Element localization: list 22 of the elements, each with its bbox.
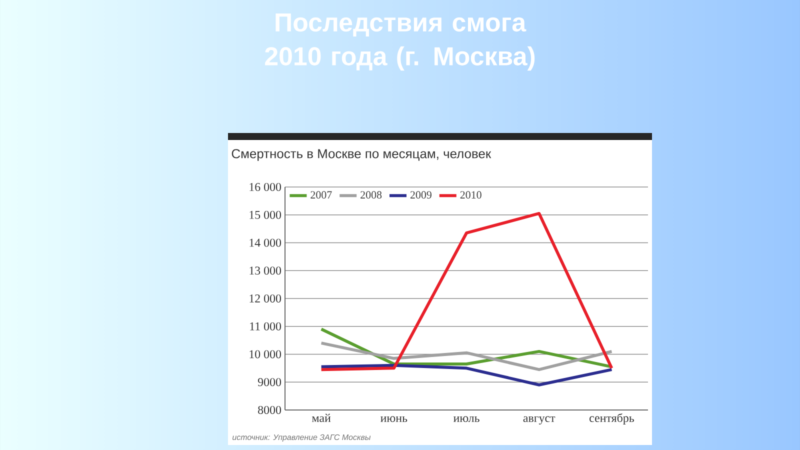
- legend-label: 2010: [460, 191, 482, 199]
- y-tick-label: 9000: [258, 378, 282, 386]
- line-series: [320, 342, 614, 372]
- y-tick-label: 16 000: [250, 182, 282, 192]
- line-series: [320, 212, 614, 372]
- line-series: [320, 364, 614, 386]
- x-tick-label: июнь: [380, 416, 408, 422]
- legend-label: 2007: [310, 191, 332, 199]
- x-tick-label: июль: [454, 416, 480, 422]
- y-tick-label: 15 000: [250, 210, 282, 219]
- y-tick-label: 8000: [258, 406, 282, 414]
- x-tick-label: май: [312, 414, 331, 422]
- y-tick-label: 14 000: [250, 238, 282, 247]
- y-tick-label: 13 000: [250, 266, 282, 275]
- legend-label: 2008: [360, 191, 382, 199]
- legend-label: 2009: [410, 191, 432, 199]
- x-tick-label: август: [523, 416, 556, 425]
- x-tick-label: сентябрь: [590, 413, 634, 424]
- chart-subtitle: Смертность в Москве по месяцам, человек: [232, 149, 492, 161]
- y-tick-label: 12 000: [250, 294, 282, 303]
- y-tick-label: 10 000: [250, 350, 282, 358]
- y-tick-label: 11 000: [250, 322, 282, 330]
